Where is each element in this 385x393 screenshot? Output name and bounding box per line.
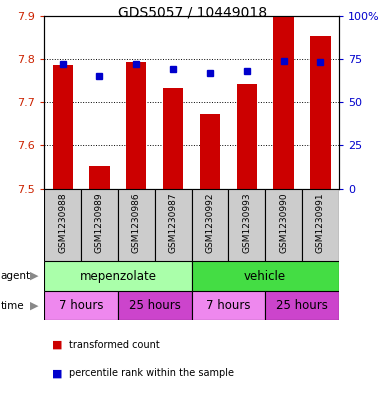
- Text: ▶: ▶: [30, 271, 39, 281]
- Bar: [265, 291, 339, 320]
- Text: 25 hours: 25 hours: [129, 299, 181, 312]
- Bar: [163, 88, 183, 189]
- Text: GSM1230988: GSM1230988: [58, 192, 67, 253]
- Bar: [81, 189, 118, 261]
- Text: vehicle: vehicle: [244, 270, 286, 283]
- Bar: [44, 291, 118, 320]
- Bar: [237, 84, 257, 189]
- Text: GDS5057 / 10449018: GDS5057 / 10449018: [118, 6, 267, 20]
- Bar: [200, 114, 220, 189]
- Text: GSM1230991: GSM1230991: [316, 192, 325, 253]
- Text: GSM1230986: GSM1230986: [132, 192, 141, 253]
- Text: ■: ■: [52, 340, 62, 350]
- Text: ■: ■: [52, 368, 62, 378]
- Bar: [44, 261, 192, 291]
- Bar: [192, 291, 265, 320]
- Bar: [273, 16, 294, 189]
- Text: agent: agent: [1, 271, 31, 281]
- Bar: [126, 62, 146, 189]
- Bar: [118, 189, 155, 261]
- Text: percentile rank within the sample: percentile rank within the sample: [69, 368, 234, 378]
- Bar: [302, 189, 339, 261]
- Text: 7 hours: 7 hours: [59, 299, 103, 312]
- Bar: [53, 65, 73, 189]
- Text: transformed count: transformed count: [69, 340, 160, 350]
- Text: GSM1230992: GSM1230992: [206, 192, 214, 253]
- Text: time: time: [1, 301, 24, 310]
- Bar: [44, 189, 81, 261]
- Bar: [192, 189, 228, 261]
- Text: GSM1230990: GSM1230990: [279, 192, 288, 253]
- Bar: [192, 261, 339, 291]
- Bar: [228, 189, 265, 261]
- Bar: [118, 291, 192, 320]
- Bar: [89, 166, 110, 189]
- Text: ▶: ▶: [30, 301, 39, 310]
- Text: GSM1230993: GSM1230993: [242, 192, 251, 253]
- Text: 7 hours: 7 hours: [206, 299, 251, 312]
- Bar: [155, 189, 192, 261]
- Bar: [310, 36, 330, 189]
- Text: GSM1230987: GSM1230987: [169, 192, 177, 253]
- Bar: [265, 189, 302, 261]
- Text: mepenzolate: mepenzolate: [79, 270, 156, 283]
- Text: 25 hours: 25 hours: [276, 299, 328, 312]
- Text: GSM1230989: GSM1230989: [95, 192, 104, 253]
